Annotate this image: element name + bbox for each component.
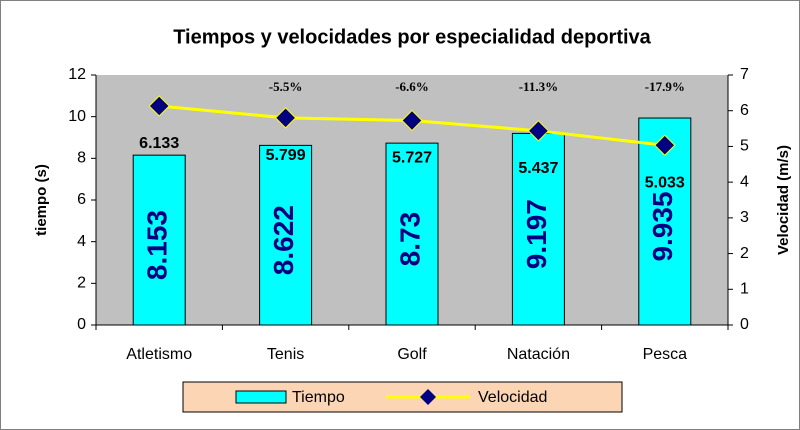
y2-tick-label: 3 — [740, 209, 749, 226]
velocity-marker — [527, 120, 550, 142]
y2-tick-label: 4 — [740, 173, 749, 190]
velocity-marker — [148, 95, 170, 117]
bar-value-label: 8.73 — [394, 212, 425, 267]
x-tick-label: Golf — [397, 346, 427, 363]
velocity-value-label: 5.033 — [645, 174, 685, 191]
y2-axis-label: Velocidad (m/s) — [775, 145, 792, 255]
velocity-value-label: 5.727 — [392, 150, 432, 167]
y-tick-label: 10 — [68, 108, 86, 125]
legend-marker — [420, 389, 436, 405]
legend-label: Velocidad — [478, 389, 547, 406]
velocity-value-label: 5.437 — [518, 160, 558, 177]
y2-tick-label: 2 — [740, 245, 749, 262]
bar — [511, 132, 565, 326]
annotation: -17.9% — [645, 79, 685, 94]
velocity-marker — [401, 109, 423, 132]
bar — [132, 154, 186, 326]
y-tick-label: 8 — [77, 150, 86, 167]
chart-title: Tiempos y velocidades por especialidad d… — [173, 26, 651, 48]
annotation: -5.5% — [269, 79, 303, 94]
y2-tick-label: 5 — [740, 138, 749, 155]
velocity-marker — [654, 134, 676, 156]
bar — [385, 142, 439, 326]
velocity-value-label: 6.133 — [139, 135, 179, 152]
y-tick-label: 2 — [77, 275, 86, 292]
y-tick-label: 12 — [68, 66, 86, 83]
y-axis-label: tiempo (s) — [33, 164, 50, 236]
x-tick-label: Pesca — [643, 346, 688, 363]
bar-value-label: 9.197 — [521, 199, 552, 269]
velocity-value-label: 5.799 — [266, 147, 306, 164]
bar-value-label: 8.622 — [268, 205, 299, 275]
annotation: -11.3% — [519, 79, 558, 94]
bar — [259, 144, 313, 326]
legend-swatch — [235, 390, 287, 404]
x-tick-label: Atletismo — [126, 346, 192, 363]
y2-tick-label: 0 — [740, 316, 749, 333]
x-tick-label: Tenis — [267, 346, 304, 363]
annotation: -6.6% — [395, 79, 429, 94]
y2-tick-label: 6 — [740, 102, 749, 119]
legend-label: Tiempo — [292, 389, 345, 406]
y-tick-label: 6 — [77, 191, 86, 208]
y2-tick-label: 1 — [740, 281, 749, 298]
bar-value-label: 9.935 — [647, 191, 678, 261]
y-tick-label: 4 — [77, 233, 86, 250]
velocity-marker — [274, 107, 297, 129]
bar-value-label: 8.153 — [142, 210, 173, 280]
x-tick-label: Natación — [507, 346, 570, 363]
y-tick-label: 0 — [77, 316, 86, 333]
y2-tick-label: 7 — [740, 66, 749, 83]
